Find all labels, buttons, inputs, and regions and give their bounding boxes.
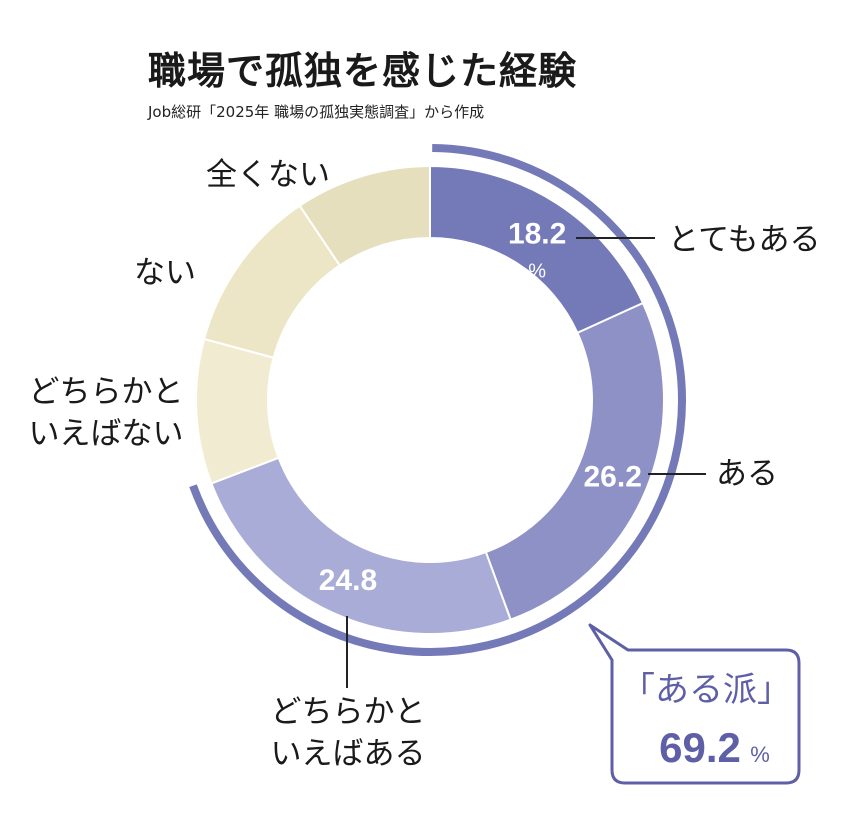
- slice-4-category-label: どちらかと: [29, 374, 184, 410]
- labels-group: 18.2%26.224.8とてもあるあるどちらかといえばあるどちらかといえばない…: [29, 157, 821, 772]
- callout-group-unit: %: [750, 742, 770, 767]
- group-arc-path: [189, 144, 686, 656]
- chart-subtitle: Job総研「2025年 職場の孤独実態調査」から作成: [148, 103, 485, 121]
- chart-title: 職場で孤独を感じた経験: [148, 49, 578, 93]
- callout-group-value: 69.2: [659, 724, 741, 771]
- slice-4-category-label: いえばない: [29, 416, 184, 452]
- slice-3-value-label: 24.8: [319, 564, 377, 597]
- callout-box: [588, 623, 801, 785]
- slice-4-segment: [195, 337, 280, 485]
- slice-3-category-label: いえばある: [271, 736, 426, 772]
- slice-2-category-label: ある: [716, 456, 778, 492]
- slice-6-segment: [298, 164, 431, 267]
- slice-1-category-label: とてもある: [668, 222, 821, 258]
- slice-1-value-label: 18.2: [508, 217, 566, 250]
- slice-5-category-label: ない: [134, 255, 196, 291]
- slice-3-segment: [210, 456, 512, 635]
- leader-lines: [346, 237, 706, 688]
- callout-group-label: 「ある派」: [621, 670, 791, 710]
- group-arc: [189, 144, 686, 656]
- slice-3-category-label: どちらかと: [271, 694, 426, 730]
- slice-2-value-label: 26.2: [583, 460, 641, 493]
- slice-6-category-label: 全くない: [206, 157, 330, 193]
- percent-unit-label: %: [528, 260, 546, 282]
- group-callout: 「ある派」 69.2%: [588, 623, 801, 785]
- slices-group: [195, 164, 665, 635]
- slice-2-segment: [484, 301, 665, 621]
